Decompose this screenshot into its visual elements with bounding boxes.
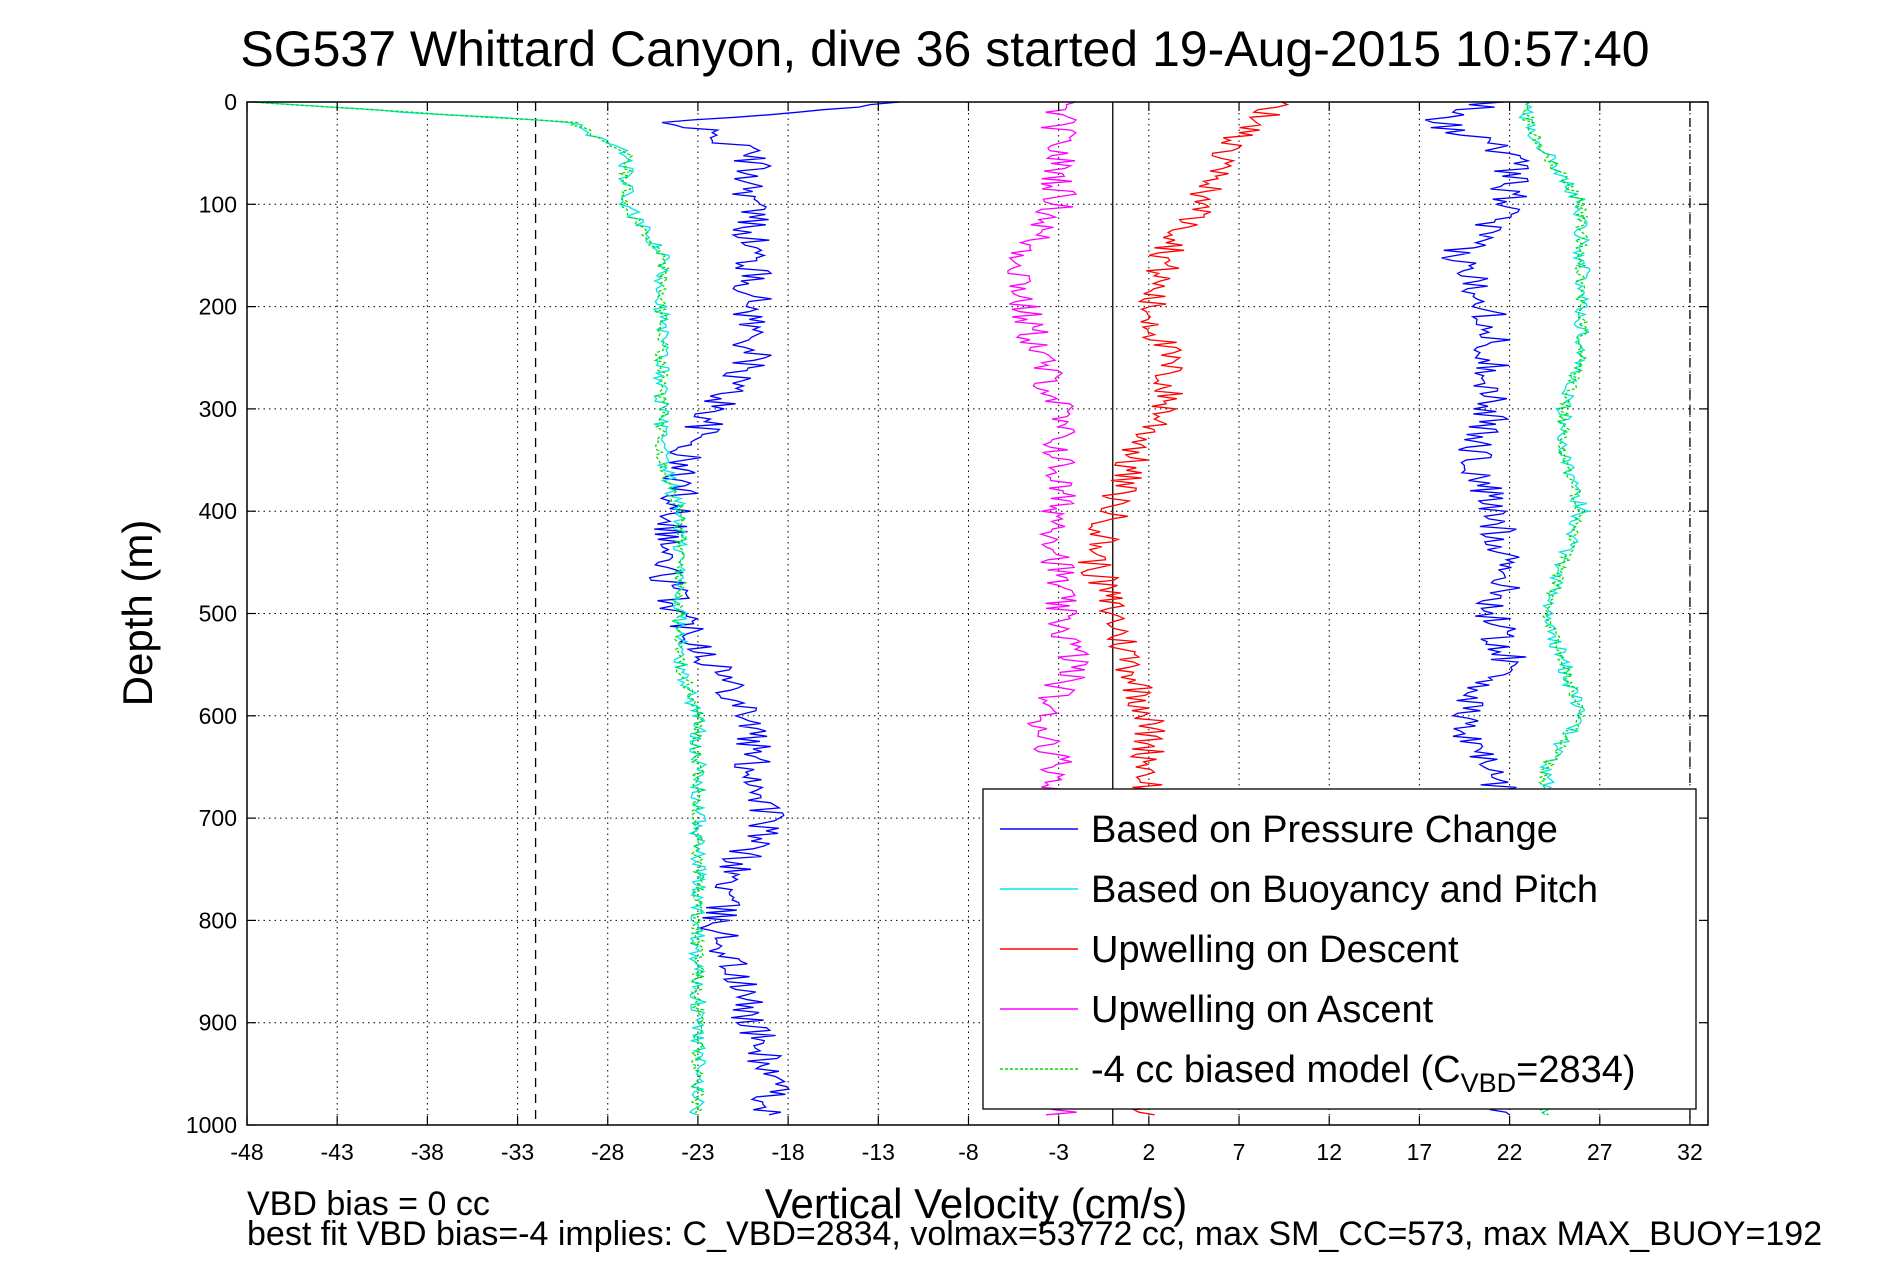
y-tick-label: 700 (199, 805, 237, 831)
legend-label-text: -4 cc biased model (C (1091, 1049, 1461, 1091)
vbd-bias-note: VBD bias = 0 cc (247, 1185, 490, 1223)
x-tick-label: -13 (862, 1139, 895, 1165)
best-fit-note: best fit VBD bias=-4 implies: C_VBD=2834… (247, 1215, 1822, 1253)
series-line-4-cc-biased-model-c-both (250, 101, 706, 1116)
y-tick-label: 900 (199, 1010, 237, 1036)
legend-label-text: Based on Pressure Change (1091, 809, 1558, 851)
legend: Based on Pressure Change Based on Buoyanc… (982, 788, 1697, 1110)
legend-label-text: Based on Buoyancy and Pitch (1091, 869, 1598, 911)
y-axis-label: Depth (m) (114, 520, 161, 707)
x-tick-label: -3 (1048, 1139, 1068, 1165)
y-tick-label: 300 (199, 396, 237, 422)
x-axis-label: Vertical Velocity (cm/s) (765, 1180, 1187, 1227)
y-tick-label: 200 (199, 294, 237, 320)
x-tick-label: -33 (501, 1139, 534, 1165)
legend-label: Upwelling on Descent (1091, 929, 1459, 971)
y-tick-label: 100 (199, 191, 237, 217)
x-tick-label: -38 (411, 1139, 444, 1165)
y-tick-label: 600 (199, 703, 237, 729)
y-ticks: 0 100 200 300 400 500 600 700 800 900 1000 (186, 89, 1708, 1138)
legend-label: -4 cc biased model (CVBD=2834) (1091, 1049, 1636, 1098)
series-line-based-on-pressure-change-descent (648, 101, 900, 1116)
legend-label: Based on Pressure Change (1091, 809, 1558, 851)
y-tick-label: 400 (199, 498, 237, 524)
legend-box (982, 788, 1697, 1110)
x-tick-label: -48 (230, 1139, 263, 1165)
legend-label-text: Upwelling on Ascent (1091, 989, 1434, 1031)
x-tick-label: 27 (1587, 1139, 1613, 1165)
y-tick-label: 500 (199, 601, 237, 627)
x-tick-label: 7 (1233, 1139, 1246, 1165)
y-tick-label: 800 (199, 907, 237, 933)
chart-title: SG537 Whittard Canyon, dive 36 started 1… (240, 21, 1649, 77)
series-line-based-on-buoyancy-and-pitch-descent (252, 101, 708, 1116)
x-tick-label: -28 (591, 1139, 624, 1165)
y-tick-label: 1000 (186, 1112, 237, 1138)
x-tick-label: -18 (771, 1139, 804, 1165)
x-tick-label: -8 (958, 1139, 978, 1165)
x-tick-label: 22 (1497, 1139, 1523, 1165)
x-tick-label: 17 (1407, 1139, 1433, 1165)
legend-label: Upwelling on Ascent (1091, 989, 1434, 1031)
x-tick-label: -23 (681, 1139, 714, 1165)
legend-label: Based on Buoyancy and Pitch (1091, 869, 1598, 911)
legend-label-suffix: =2834) (1516, 1049, 1635, 1091)
x-tick-label: 32 (1677, 1139, 1703, 1165)
x-tick-label: -43 (321, 1139, 354, 1165)
x-tick-label: 2 (1142, 1139, 1155, 1165)
x-tick-label: 12 (1316, 1139, 1342, 1165)
y-tick-label: 0 (224, 89, 237, 115)
legend-label-text: Upwelling on Descent (1091, 929, 1459, 971)
x-ticks: -48 -43 -38 -33 -28 -23 -18 -13 -8 -3 2 7 12 17 22 27 32 (230, 102, 1703, 1165)
legend-label-subscript: VBD (1461, 1068, 1517, 1098)
